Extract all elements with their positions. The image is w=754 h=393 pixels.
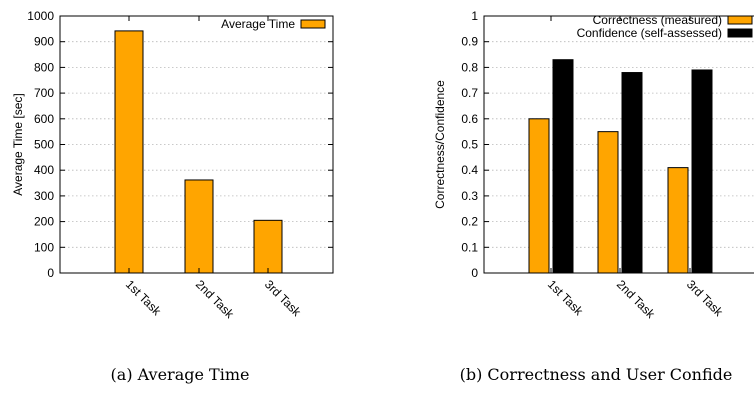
y-tick-label: 0.1 (461, 240, 478, 254)
y-tick-label: 200 (34, 215, 54, 229)
bar (621, 72, 643, 274)
x-tick-label: 3rd Task (684, 277, 727, 320)
y-ticks: 0 0.1 0.2 0.3 0.4 0.5 0.6 0.7 0.8 0.9 1 (461, 9, 489, 280)
y-tick-label: 600 (34, 112, 54, 126)
y-tick-label: 0.5 (461, 138, 478, 152)
y-tick-label: 100 (34, 240, 54, 254)
legend-swatch (727, 15, 753, 25)
chart-correctness-confidence: 0 0.1 0.2 0.3 0.4 0.5 0.6 0.7 0.8 0.9 1 1st Task 2n… (433, 9, 754, 384)
y-tick-label: 0.3 (461, 189, 478, 203)
plot-frame (59, 15, 334, 274)
y-tick-label: 700 (34, 86, 54, 100)
y-tick-label: 1000 (27, 9, 54, 23)
y-tick-label: 0.4 (461, 163, 478, 177)
bar (552, 59, 574, 274)
bar (667, 167, 689, 274)
x-tick-label: 1st Task (123, 277, 165, 319)
legend-label: Correctness (measured) (593, 13, 722, 27)
y-tick-label: 300 (34, 189, 54, 203)
legend-label: Average Time (221, 17, 295, 31)
y-tick-label: 400 (34, 163, 54, 177)
bar (114, 30, 144, 274)
y-tick-label: 0.8 (461, 60, 478, 74)
legend-label: Confidence (self-assessed) (577, 26, 722, 40)
y-ticks: 0 100 200 300 400 500 600 700 800 900 1000 (27, 9, 333, 280)
x-tick-label: 1st Task (545, 277, 587, 319)
y-tick-label: 0.9 (461, 35, 478, 49)
y-tick-label: 1 (471, 9, 478, 23)
y-tick-label: 800 (34, 60, 54, 74)
y-tick-label: 0.2 (461, 215, 478, 229)
caption: (b) Correctness and User Confide (460, 365, 733, 384)
bar (691, 69, 713, 274)
bar (184, 179, 214, 274)
y-axis-label: Correctness/Confidence (433, 80, 447, 209)
plot-frame (483, 15, 754, 274)
legend: Average Time (221, 17, 326, 31)
x-ticks: 1st Task 2nd Task 3rd Task (123, 16, 305, 322)
x-tick-label: 2nd Task (614, 277, 658, 321)
chart-average-time: 0 100 200 300 400 500 600 700 800 900 1000 1st Tas… (11, 9, 334, 384)
caption: (a) Average Time (111, 365, 250, 384)
x-tick-label: 3rd Task (262, 277, 305, 320)
legend-swatch (300, 19, 326, 29)
gridlines (484, 41, 754, 248)
bar (597, 131, 619, 274)
bars (528, 59, 713, 274)
y-tick-label: 900 (34, 35, 54, 49)
y-tick-label: 0.7 (461, 86, 478, 100)
y-tick-label: 500 (34, 138, 54, 152)
bar (528, 118, 550, 274)
legend-swatch (727, 28, 753, 38)
bar (253, 219, 283, 274)
y-axis-label: Average Time [sec] (11, 93, 25, 196)
y-tick-label: 0 (47, 266, 54, 280)
bars (114, 30, 283, 274)
y-tick-label: 0 (471, 266, 478, 280)
x-tick-label: 2nd Task (193, 277, 237, 321)
legend: Correctness (measured)Confidence (self-a… (577, 13, 753, 40)
y-tick-label: 0.6 (461, 112, 478, 126)
